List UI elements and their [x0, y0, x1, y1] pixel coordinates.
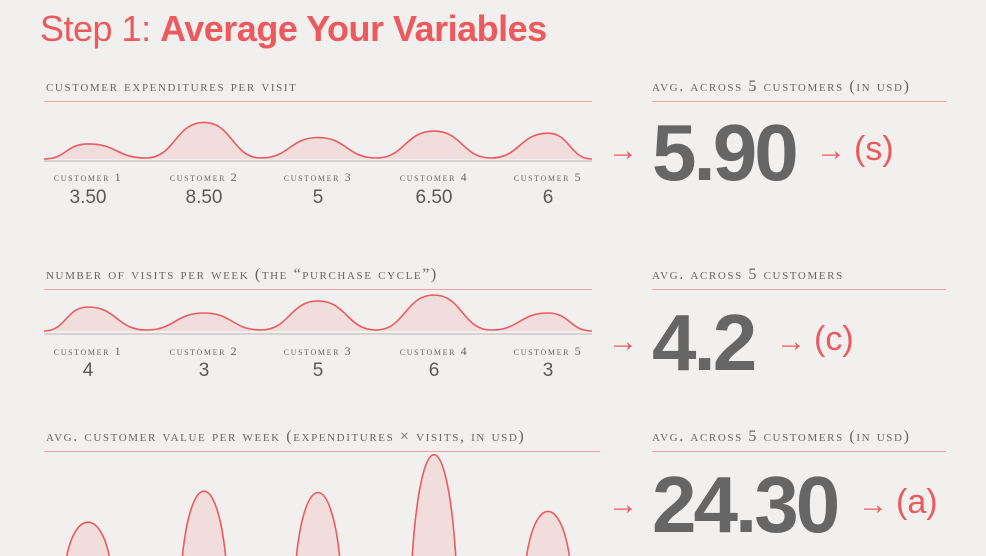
customer-value: 3.50 — [69, 187, 107, 208]
arrow-icon: → — [816, 134, 846, 167]
wave-area-3 — [66, 454, 570, 556]
customer-label: customer 2 — [169, 170, 239, 184]
variable-symbol-a: (a) — [896, 483, 938, 521]
wave-baseline — [44, 160, 592, 162]
customer-label: customer 5 — [513, 344, 583, 358]
arrow-icon: → — [608, 488, 638, 521]
customer-value: 4 — [82, 360, 94, 381]
wave-area-1 — [44, 122, 592, 159]
customer-value: 6 — [542, 187, 554, 208]
avg-label-visits: avg. across 5 customers — [652, 266, 844, 283]
variable-symbol-c: (c) — [814, 320, 854, 358]
variable-symbol-s: (s) — [854, 130, 894, 168]
section-rule — [44, 101, 592, 102]
avg-label-customer-value: avg. across 5 customers (in usd) — [652, 428, 911, 445]
arrow-icon: → — [608, 134, 638, 167]
section-rule — [44, 289, 592, 290]
arrow-icon: → — [776, 325, 806, 358]
customer-label: customer 4 — [399, 170, 469, 184]
customer-value: 8.50 — [185, 187, 223, 208]
arrow-icon: → — [608, 325, 638, 358]
avg-label-expenditures: avg. across 5 customers (in usd) — [652, 78, 911, 95]
wave-line-2 — [43, 294, 593, 332]
customer-value: 3 — [198, 360, 210, 381]
avg-rule — [652, 101, 946, 102]
customer-value: 3 — [542, 360, 554, 381]
customer-label: customer 3 — [283, 170, 353, 184]
wave-baseline — [44, 333, 592, 335]
section-rule — [44, 451, 600, 452]
page-title: Step 1: Average Your Variables — [40, 8, 547, 49]
wave-line-1 — [43, 121, 593, 160]
customer-value: 5 — [312, 187, 324, 208]
avg-rule — [652, 289, 946, 290]
customer-value: 6.50 — [415, 187, 453, 208]
customer-value: 6 — [428, 360, 440, 381]
average-value-customer-value: 24.30 — [652, 460, 840, 549]
customer-label: customer 3 — [283, 344, 353, 358]
avg-rule — [652, 451, 946, 452]
customer-label: customer 1 — [53, 344, 123, 358]
customer-label: customer 5 — [513, 170, 583, 184]
customer-value: 5 — [312, 360, 324, 381]
customer-label: customer 2 — [169, 344, 239, 358]
arrow-icon: → — [858, 488, 888, 521]
customer-label: customer 4 — [399, 344, 469, 358]
average-value-visits: 4.2 — [652, 298, 757, 387]
section-label-visits: number of visits per week (the “purchase… — [46, 266, 438, 283]
section-label-expenditures: customer expenditures per visit — [46, 78, 298, 95]
wave-line-3 — [66, 453, 571, 556]
section-label-customer-value: avg. customer value per week (expenditur… — [46, 428, 526, 445]
customer-label: customer 1 — [53, 170, 123, 184]
average-value-expenditures: 5.90 — [652, 108, 799, 197]
